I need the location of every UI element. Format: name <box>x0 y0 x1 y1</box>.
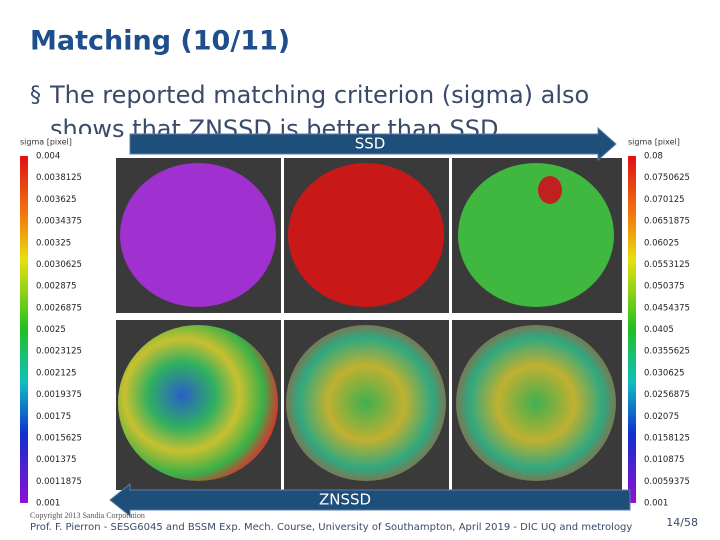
copyright: Copyright 2013 Sandia Corporation <box>30 511 145 520</box>
colorbar-label: 0.0454375 <box>644 303 690 313</box>
colorbar <box>628 156 636 503</box>
colorbar-label: 0.06025 <box>644 238 679 248</box>
colorbar-label: 0.02075 <box>644 412 679 422</box>
colorbar-label: 0.010875 <box>644 455 685 465</box>
field <box>286 325 446 481</box>
bullet-box: The reported matching criterion (sigma) … <box>50 81 590 143</box>
footer-credit: Prof. F. Pierron - SESG6045 and BSSM Exp… <box>30 522 632 533</box>
colorbar-label: 0.0059375 <box>644 477 690 487</box>
colorbar-panel <box>626 134 708 514</box>
field <box>118 325 278 481</box>
colorbar-label: 0.0651875 <box>644 217 690 227</box>
field <box>120 163 276 307</box>
colorbar-label: 0.0355625 <box>644 347 690 357</box>
field <box>458 163 614 307</box>
colorbar <box>20 156 28 503</box>
colorbar-label: 0.0256875 <box>644 390 690 400</box>
colorbar-label: 0.002875 <box>36 282 77 292</box>
colorbar-label: 0.0015625 <box>36 433 82 443</box>
field <box>288 163 444 307</box>
colorbar-label: 0.0023125 <box>36 347 82 357</box>
colorbar-label: 0.001375 <box>36 455 77 465</box>
colorbar-label: 0.00175 <box>36 412 71 422</box>
arrow-label: SSD <box>355 135 386 153</box>
colorbar-label: 0.0750625 <box>644 173 690 183</box>
colorbar-label: 0.0405 <box>644 325 674 335</box>
colorbar-label: 0.004 <box>36 152 60 162</box>
colorbar-label: 0.0011875 <box>36 477 82 487</box>
colorbar-label: 0.070125 <box>644 195 685 205</box>
colorbar-label: 0.0038125 <box>36 173 82 183</box>
colorbar-label: 0.003625 <box>36 195 77 205</box>
colorbar-label: 0.0025 <box>36 325 66 335</box>
arrow-left <box>109 482 631 518</box>
colorbar-label: 0.0034375 <box>36 217 82 227</box>
colorbar-heading: sigma [pixel] <box>20 138 72 147</box>
bullet-marker: § <box>30 83 41 108</box>
colorbar-label: 0.0026875 <box>36 303 82 313</box>
colorbar-label: 0.0019375 <box>36 390 82 400</box>
colorbar-label: 0.001 <box>36 499 60 509</box>
colorbar-label: 0.050375 <box>644 282 685 292</box>
field-spot <box>538 176 562 204</box>
field <box>456 325 616 481</box>
colorbar-panel <box>18 134 100 514</box>
colorbar-label: 0.002125 <box>36 368 77 378</box>
title: Matching (10/11) <box>30 26 290 57</box>
colorbar-label: 0.0030625 <box>36 260 82 270</box>
colorbar-label: 0.0553125 <box>644 260 690 270</box>
page-number: 14/58 <box>666 516 698 529</box>
image-grid <box>113 155 625 495</box>
colorbar-label: 0.08 <box>644 152 663 162</box>
colorbar-label: 0.0158125 <box>644 433 690 443</box>
arrow-label: ZNSSD <box>319 491 371 509</box>
bullet-text: The reported matching criterion (sigma) … <box>50 81 590 143</box>
colorbar-heading: sigma [pixel] <box>628 138 680 147</box>
colorbar-label: 0.030625 <box>644 368 685 378</box>
arrow-right <box>129 126 617 162</box>
colorbar-label: 0.00325 <box>36 238 71 248</box>
colorbar-label: 0.001 <box>644 499 668 509</box>
